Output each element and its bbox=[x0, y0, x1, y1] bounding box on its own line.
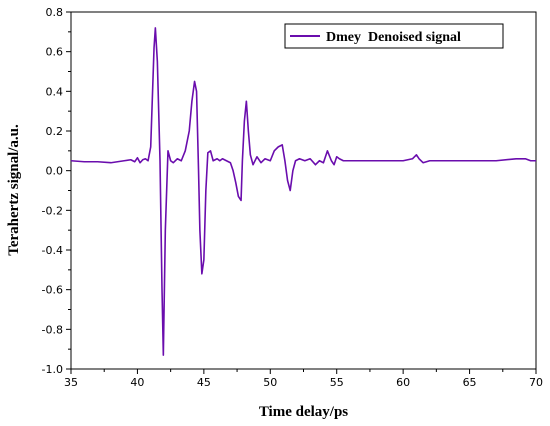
legend-label: Dmey Denoised signal bbox=[326, 30, 461, 45]
y-tick-label: -0.8 bbox=[42, 323, 63, 336]
legend: Dmey Denoised signal bbox=[284, 23, 504, 49]
y-tick-label: 0.4 bbox=[46, 85, 64, 98]
legend-box bbox=[284, 23, 504, 49]
x-axis-title: Time delay/ps bbox=[259, 404, 348, 420]
x-axis: 35 40 45 50 55 60 65 70 bbox=[64, 369, 543, 389]
x-tick-label: 40 bbox=[130, 376, 144, 389]
y-tick-label: 0.8 bbox=[46, 6, 64, 19]
plot-frame bbox=[70, 11, 537, 370]
plot-border bbox=[70, 11, 537, 370]
x-tick-label: 70 bbox=[529, 376, 543, 389]
x-tick-label: 35 bbox=[64, 376, 78, 389]
y-tick-label: 0.0 bbox=[46, 165, 64, 178]
x-tick-label: 60 bbox=[396, 376, 410, 389]
x-tick-label: 45 bbox=[197, 376, 211, 389]
series-layer bbox=[70, 27, 536, 356]
x-tick-label: 55 bbox=[330, 376, 344, 389]
y-tick-label: 0.6 bbox=[46, 46, 64, 59]
y-tick-label: -0.4 bbox=[42, 244, 63, 257]
x-tick-label: 50 bbox=[263, 376, 277, 389]
series-line bbox=[70, 27, 536, 356]
y-tick-label: -1.0 bbox=[42, 363, 63, 376]
y-tick-label: -0.6 bbox=[42, 284, 63, 297]
y-tick-label: 0.2 bbox=[46, 125, 64, 138]
y-axis: -1.0 -0.8 -0.6 -0.4 -0.2 0.0 0.2 0.4 0.6 0.8 bbox=[42, 6, 71, 376]
y-axis-title: Terahertz signal/a.u. bbox=[6, 124, 22, 256]
x-tick-label: 65 bbox=[463, 376, 477, 389]
y-tick-label: -0.2 bbox=[42, 204, 63, 217]
